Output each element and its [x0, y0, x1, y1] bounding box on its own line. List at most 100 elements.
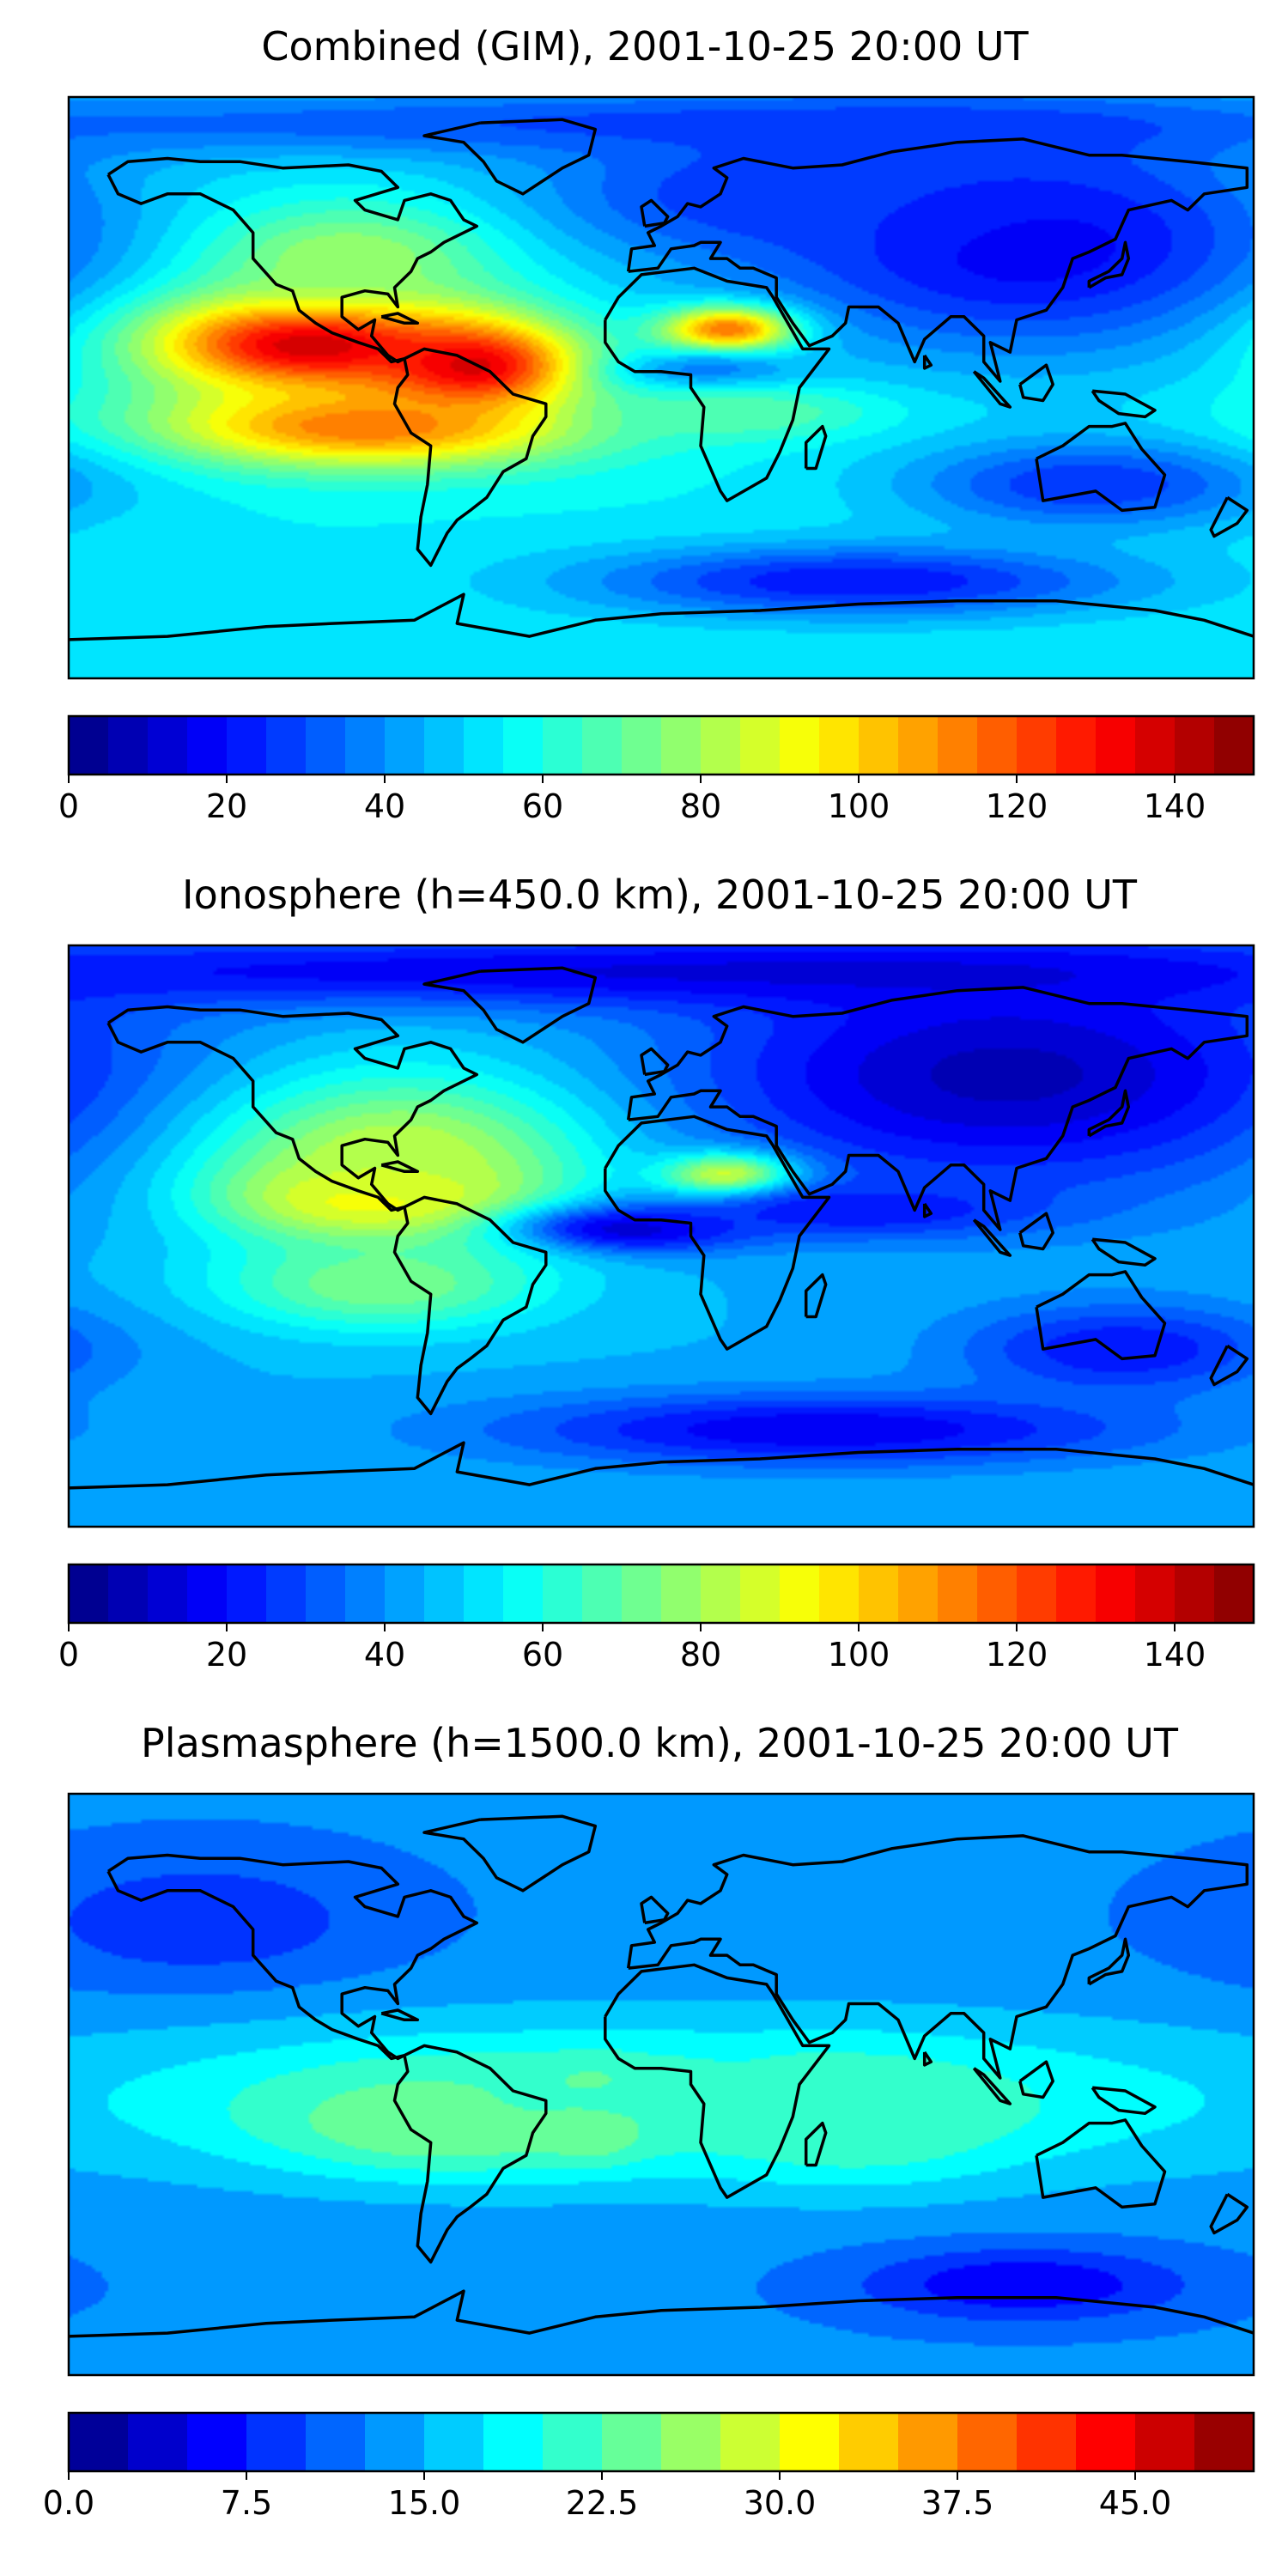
colorbar-segment: [345, 1564, 386, 1623]
coastline-segment: [106, 156, 479, 364]
colorbar-tick-label: 0: [58, 787, 79, 825]
map-plot: [67, 95, 1255, 680]
colorbar-segment: [1017, 1564, 1057, 1623]
coastline-segment: [604, 266, 831, 502]
colorbar-segment: [1096, 716, 1136, 775]
coastline-segment: [604, 1963, 831, 2199]
colorbar-segment: [957, 2413, 1018, 2471]
coastline-segment: [640, 1895, 670, 1925]
colorbar-segment: [1017, 716, 1057, 775]
colorbar-segment: [661, 716, 702, 775]
tec-heatmap: [69, 945, 1254, 1527]
colorbar-frame: [67, 714, 1255, 776]
map-plot: [67, 944, 1255, 1528]
coastline-segment: [626, 137, 1249, 383]
map-frame: [67, 1792, 1255, 2377]
colorbar-segment: [306, 2413, 366, 2471]
colorbar-segment: [187, 716, 228, 775]
colorbar-tick-label: 60: [522, 1636, 563, 1674]
coastline-segment: [422, 1814, 598, 1893]
colorbar-tick-label: 45.0: [1099, 2484, 1172, 2522]
colorbar-segment: [839, 2413, 899, 2471]
coastline-segment: [1035, 2118, 1167, 2209]
coastline-segment: [922, 354, 933, 370]
coastline-segment: [804, 1273, 828, 1319]
colorbar-segment: [859, 716, 899, 775]
colorbar-segment: [345, 716, 386, 775]
colorbar-segment: [543, 1564, 583, 1623]
colorbar-segment: [701, 716, 741, 775]
colorbar-segment: [306, 716, 346, 775]
coastline-segment: [804, 424, 828, 471]
colorbar-segment: [543, 2413, 603, 2471]
coastline-segment: [392, 1195, 548, 1416]
colorbar-segment: [1135, 716, 1176, 775]
colorbar-segment: [187, 2413, 247, 2471]
colorbar-segment: [740, 1564, 781, 1623]
colorbar-segment: [661, 2413, 721, 2471]
colorbar-segment: [740, 716, 781, 775]
coastline-segment: [1087, 1089, 1131, 1138]
colorbar-frame: [67, 1563, 1255, 1625]
coastline-segment: [922, 2050, 933, 2067]
colorbar-tick-label: 80: [680, 1636, 721, 1674]
colorbar: 0 20 40 60 80 100 120 140: [58, 1563, 1255, 1674]
colorbar-segment: [385, 1564, 425, 1623]
colorbar-tick-label: 0.0: [43, 2484, 94, 2522]
colorbar-segment: [898, 2413, 958, 2471]
colorbar-segment: [1076, 2413, 1136, 2471]
coastline-segment: [1091, 1237, 1157, 1267]
coastline-segment: [392, 2044, 548, 2264]
colorbar-segment: [227, 716, 267, 775]
panel-ionosphere: Ionosphere (h=450.0 km), 2001-10-25 20:0…: [58, 872, 1255, 1674]
coastline-segment: [972, 2067, 1012, 2105]
coastline-segment: [68, 2289, 1255, 2338]
colorbar-segment: [1056, 1564, 1097, 1623]
tec-heatmap: [69, 97, 1254, 678]
colorbar-segment: [780, 716, 820, 775]
colorbar-segment: [819, 1564, 860, 1623]
colorbar-tick-label: 37.5: [921, 2484, 994, 2522]
colorbar-segment: [246, 2413, 307, 2471]
coastline-segment: [922, 1202, 933, 1218]
map-plot: [67, 1792, 1255, 2377]
colorbar-segment: [780, 1564, 820, 1623]
colorbar-segment: [148, 1564, 188, 1623]
coastline-segment: [1087, 240, 1131, 289]
coastline-segment: [1087, 1937, 1131, 1986]
colorbar-segment: [1017, 2413, 1077, 2471]
colorbar-tick-label: 140: [1144, 1636, 1206, 1674]
coastline-segment: [972, 1218, 1012, 1257]
colorbar-segment: [385, 716, 425, 775]
colorbar-segment: [503, 716, 544, 775]
colorbar-segment: [622, 1564, 662, 1623]
colorbar-segment: [898, 1564, 939, 1623]
colorbar-segment: [266, 716, 307, 775]
colorbar-frame: [67, 2411, 1255, 2473]
coastline-segment: [1018, 363, 1054, 403]
colorbar-segment: [424, 716, 465, 775]
coastline-segment: [626, 1834, 1249, 2080]
coastline-segment: [640, 198, 670, 228]
colorbar-tick-label: 20: [206, 1636, 247, 1674]
colorbar-segment: [701, 1564, 741, 1623]
colorbar-tick-label: 40: [364, 787, 405, 825]
colorbar-segment: [69, 716, 109, 775]
colorbar-tick-label: 22.5: [566, 2484, 639, 2522]
coastline-segment: [972, 370, 1012, 409]
colorbar-segment: [1096, 1564, 1136, 1623]
coastline-segment: [68, 1441, 1255, 1490]
colorbar-segment: [720, 2413, 781, 2471]
colorbar-segment: [424, 2413, 484, 2471]
coastline-segment: [422, 118, 598, 196]
coastline-segment: [1091, 389, 1157, 419]
colorbar-segment: [187, 1564, 228, 1623]
colorbar-segment: [1175, 716, 1215, 775]
coastline-segment: [626, 986, 1249, 1231]
coastlines: [68, 966, 1255, 1490]
colorbar-segment: [1214, 1564, 1255, 1623]
panel-plasmasphere: Plasmasphere (h=1500.0 km), 2001-10-25 2…: [43, 1720, 1255, 2522]
coastline-segment: [422, 966, 598, 1044]
coastline-segment: [1209, 495, 1249, 538]
